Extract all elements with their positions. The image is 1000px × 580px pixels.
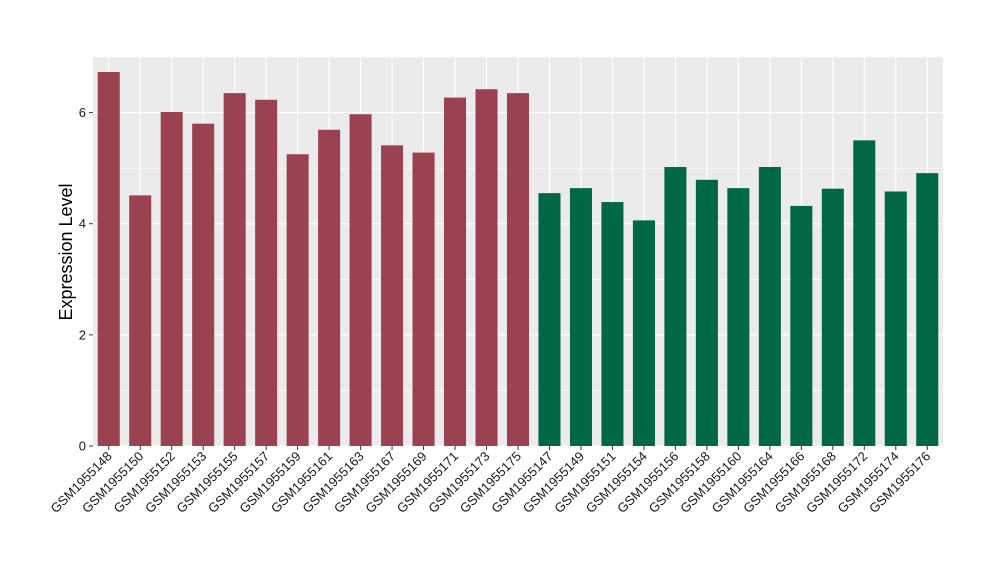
- bar: [97, 72, 120, 447]
- y-tick-label: 0: [79, 439, 86, 454]
- bar: [821, 188, 844, 446]
- bar: [192, 123, 215, 446]
- bar: [601, 202, 624, 446]
- bar: [444, 97, 467, 447]
- x-axis-ticks: GSM1955148GSM1955150GSM1955152GSM1955153…: [48, 446, 933, 516]
- y-tick-label: 6: [79, 105, 86, 120]
- bar: [349, 114, 372, 446]
- bar: [255, 99, 278, 446]
- bar: [727, 188, 750, 447]
- y-tick-label: 4: [79, 216, 86, 231]
- bar: [475, 89, 498, 446]
- bar: [160, 112, 183, 446]
- bar: [129, 195, 152, 446]
- bar: [381, 145, 404, 446]
- y-tick-label: 2: [79, 327, 86, 342]
- bar: [538, 193, 561, 446]
- bar: [695, 179, 718, 446]
- bar: [916, 173, 939, 446]
- bar: [223, 93, 246, 446]
- bar: [569, 188, 592, 447]
- bar: [506, 93, 530, 446]
- bar: [664, 167, 687, 446]
- bar: [790, 205, 813, 446]
- bar: [884, 191, 907, 446]
- bar: [758, 167, 781, 446]
- y-axis-title: Expression Level: [56, 183, 76, 320]
- bar: [286, 154, 309, 446]
- bar: [318, 129, 341, 446]
- y-axis-ticks: 0 2 4 6: [79, 105, 93, 454]
- bar: [632, 220, 655, 446]
- bars-group: [97, 72, 939, 447]
- bar: [853, 140, 876, 446]
- bar: [412, 152, 435, 446]
